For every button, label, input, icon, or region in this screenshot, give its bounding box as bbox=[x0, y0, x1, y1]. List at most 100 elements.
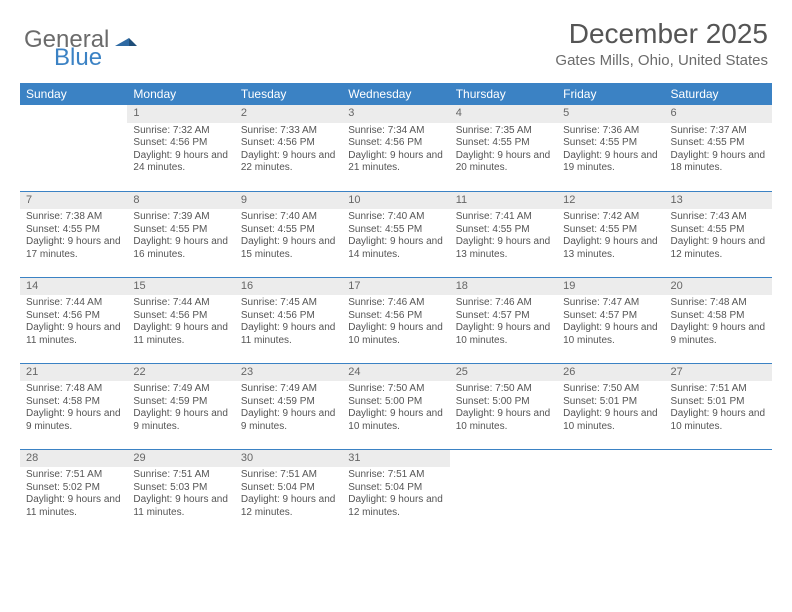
daylight-text: Daylight: 9 hours and 10 minutes. bbox=[563, 322, 658, 347]
day-number: 22 bbox=[127, 364, 234, 382]
day-body: Sunrise: 7:49 AMSunset: 4:59 PMDaylight:… bbox=[127, 381, 234, 437]
day-body: Sunrise: 7:50 AMSunset: 5:00 PMDaylight:… bbox=[342, 381, 449, 437]
day-number: 25 bbox=[450, 364, 557, 382]
day-header: Sunday bbox=[20, 83, 127, 105]
day-number: 26 bbox=[557, 364, 664, 382]
day-body: Sunrise: 7:34 AMSunset: 4:56 PMDaylight:… bbox=[342, 123, 449, 179]
day-number: 1 bbox=[127, 105, 234, 123]
calendar-cell: 3Sunrise: 7:34 AMSunset: 4:56 PMDaylight… bbox=[342, 105, 449, 191]
day-body: Sunrise: 7:35 AMSunset: 4:55 PMDaylight:… bbox=[450, 123, 557, 179]
sunset-text: Sunset: 5:03 PM bbox=[133, 482, 228, 495]
sunrise-text: Sunrise: 7:32 AM bbox=[133, 125, 228, 138]
day-body: Sunrise: 7:51 AMSunset: 5:03 PMDaylight:… bbox=[127, 467, 234, 523]
day-number: 5 bbox=[557, 105, 664, 123]
day-body: Sunrise: 7:43 AMSunset: 4:55 PMDaylight:… bbox=[665, 209, 772, 265]
day-number: 14 bbox=[20, 278, 127, 296]
page-header: General Blue December 2025 Gates Mills, … bbox=[0, 0, 792, 75]
sunrise-text: Sunrise: 7:34 AM bbox=[348, 125, 443, 138]
calendar-cell: 7Sunrise: 7:38 AMSunset: 4:55 PMDaylight… bbox=[20, 191, 127, 277]
daylight-text: Daylight: 9 hours and 9 minutes. bbox=[671, 322, 766, 347]
calendar-cell: 22Sunrise: 7:49 AMSunset: 4:59 PMDayligh… bbox=[127, 363, 234, 449]
daylight-text: Daylight: 9 hours and 12 minutes. bbox=[671, 236, 766, 261]
day-body: Sunrise: 7:51 AMSunset: 5:02 PMDaylight:… bbox=[20, 467, 127, 523]
daylight-text: Daylight: 9 hours and 13 minutes. bbox=[456, 236, 551, 261]
calendar-row: 1Sunrise: 7:32 AMSunset: 4:56 PMDaylight… bbox=[20, 105, 772, 191]
calendar-cell: 2Sunrise: 7:33 AMSunset: 4:56 PMDaylight… bbox=[235, 105, 342, 191]
calendar-cell: 26Sunrise: 7:50 AMSunset: 5:01 PMDayligh… bbox=[557, 363, 664, 449]
daylight-text: Daylight: 9 hours and 10 minutes. bbox=[348, 322, 443, 347]
day-number: 30 bbox=[235, 450, 342, 468]
day-number: 15 bbox=[127, 278, 234, 296]
day-header: Friday bbox=[557, 83, 664, 105]
daylight-text: Daylight: 9 hours and 18 minutes. bbox=[671, 150, 766, 175]
daylight-text: Daylight: 9 hours and 12 minutes. bbox=[348, 494, 443, 519]
sunset-text: Sunset: 4:55 PM bbox=[26, 224, 121, 237]
sunset-text: Sunset: 4:57 PM bbox=[456, 310, 551, 323]
calendar-cell: 15Sunrise: 7:44 AMSunset: 4:56 PMDayligh… bbox=[127, 277, 234, 363]
day-number: 2 bbox=[235, 105, 342, 123]
day-body: Sunrise: 7:44 AMSunset: 4:56 PMDaylight:… bbox=[20, 295, 127, 351]
day-body: Sunrise: 7:38 AMSunset: 4:55 PMDaylight:… bbox=[20, 209, 127, 265]
day-number: 4 bbox=[450, 105, 557, 123]
daylight-text: Daylight: 9 hours and 11 minutes. bbox=[133, 494, 228, 519]
sunset-text: Sunset: 4:55 PM bbox=[563, 137, 658, 150]
sunrise-text: Sunrise: 7:46 AM bbox=[456, 297, 551, 310]
day-body: Sunrise: 7:42 AMSunset: 4:55 PMDaylight:… bbox=[557, 209, 664, 265]
sunrise-text: Sunrise: 7:48 AM bbox=[26, 383, 121, 396]
sunrise-text: Sunrise: 7:43 AM bbox=[671, 211, 766, 224]
day-number: 16 bbox=[235, 278, 342, 296]
daylight-text: Daylight: 9 hours and 11 minutes. bbox=[26, 322, 121, 347]
calendar-cell: 25Sunrise: 7:50 AMSunset: 5:00 PMDayligh… bbox=[450, 363, 557, 449]
calendar-cell bbox=[557, 449, 664, 535]
day-header: Saturday bbox=[665, 83, 772, 105]
sunset-text: Sunset: 4:55 PM bbox=[671, 137, 766, 150]
sunrise-text: Sunrise: 7:44 AM bbox=[133, 297, 228, 310]
sunset-text: Sunset: 4:55 PM bbox=[241, 224, 336, 237]
day-number: 11 bbox=[450, 192, 557, 210]
calendar-cell: 27Sunrise: 7:51 AMSunset: 5:01 PMDayligh… bbox=[665, 363, 772, 449]
day-header: Wednesday bbox=[342, 83, 449, 105]
day-body: Sunrise: 7:46 AMSunset: 4:57 PMDaylight:… bbox=[450, 295, 557, 351]
daylight-text: Daylight: 9 hours and 9 minutes. bbox=[241, 408, 336, 433]
sunrise-text: Sunrise: 7:35 AM bbox=[456, 125, 551, 138]
calendar-cell: 29Sunrise: 7:51 AMSunset: 5:03 PMDayligh… bbox=[127, 449, 234, 535]
daylight-text: Daylight: 9 hours and 20 minutes. bbox=[456, 150, 551, 175]
sunset-text: Sunset: 4:55 PM bbox=[133, 224, 228, 237]
sunrise-text: Sunrise: 7:46 AM bbox=[348, 297, 443, 310]
calendar-cell: 4Sunrise: 7:35 AMSunset: 4:55 PMDaylight… bbox=[450, 105, 557, 191]
day-header: Monday bbox=[127, 83, 234, 105]
day-number: 10 bbox=[342, 192, 449, 210]
day-body: Sunrise: 7:33 AMSunset: 4:56 PMDaylight:… bbox=[235, 123, 342, 179]
daylight-text: Daylight: 9 hours and 11 minutes. bbox=[133, 322, 228, 347]
brand-mark-icon bbox=[115, 30, 137, 51]
day-body bbox=[557, 454, 664, 460]
sunrise-text: Sunrise: 7:40 AM bbox=[348, 211, 443, 224]
sunset-text: Sunset: 4:56 PM bbox=[348, 310, 443, 323]
daylight-text: Daylight: 9 hours and 21 minutes. bbox=[348, 150, 443, 175]
sunset-text: Sunset: 5:04 PM bbox=[241, 482, 336, 495]
calendar-row: 7Sunrise: 7:38 AMSunset: 4:55 PMDaylight… bbox=[20, 191, 772, 277]
title-block: December 2025 Gates Mills, Ohio, United … bbox=[555, 18, 768, 69]
calendar-cell: 28Sunrise: 7:51 AMSunset: 5:02 PMDayligh… bbox=[20, 449, 127, 535]
daylight-text: Daylight: 9 hours and 10 minutes. bbox=[456, 408, 551, 433]
sunrise-text: Sunrise: 7:38 AM bbox=[26, 211, 121, 224]
day-body: Sunrise: 7:50 AMSunset: 5:01 PMDaylight:… bbox=[557, 381, 664, 437]
calendar-table: Sunday Monday Tuesday Wednesday Thursday… bbox=[20, 83, 772, 535]
calendar-cell: 10Sunrise: 7:40 AMSunset: 4:55 PMDayligh… bbox=[342, 191, 449, 277]
calendar-cell: 17Sunrise: 7:46 AMSunset: 4:56 PMDayligh… bbox=[342, 277, 449, 363]
day-body: Sunrise: 7:51 AMSunset: 5:01 PMDaylight:… bbox=[665, 381, 772, 437]
sunrise-text: Sunrise: 7:50 AM bbox=[348, 383, 443, 396]
day-number: 20 bbox=[665, 278, 772, 296]
day-body: Sunrise: 7:44 AMSunset: 4:56 PMDaylight:… bbox=[127, 295, 234, 351]
daylight-text: Daylight: 9 hours and 16 minutes. bbox=[133, 236, 228, 261]
sunrise-text: Sunrise: 7:49 AM bbox=[241, 383, 336, 396]
sunset-text: Sunset: 4:59 PM bbox=[133, 396, 228, 409]
day-body: Sunrise: 7:40 AMSunset: 4:55 PMDaylight:… bbox=[235, 209, 342, 265]
daylight-text: Daylight: 9 hours and 10 minutes. bbox=[671, 408, 766, 433]
calendar-cell: 23Sunrise: 7:49 AMSunset: 4:59 PMDayligh… bbox=[235, 363, 342, 449]
calendar-cell bbox=[450, 449, 557, 535]
calendar-cell bbox=[665, 449, 772, 535]
day-body: Sunrise: 7:50 AMSunset: 5:00 PMDaylight:… bbox=[450, 381, 557, 437]
day-body: Sunrise: 7:36 AMSunset: 4:55 PMDaylight:… bbox=[557, 123, 664, 179]
day-number: 17 bbox=[342, 278, 449, 296]
